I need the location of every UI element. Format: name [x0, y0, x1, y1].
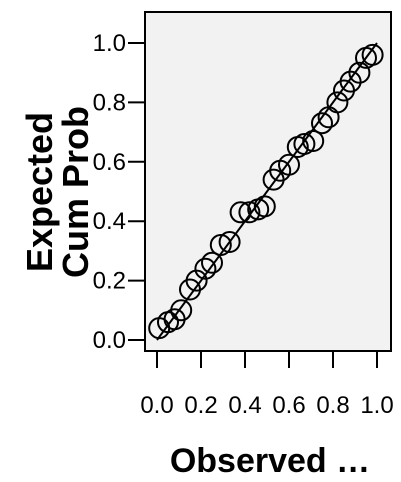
x-tick-label: 0.4 [228, 392, 261, 419]
data-point [278, 153, 300, 176]
data-point [201, 251, 223, 274]
y-axis: 0.0 0.2 0.4 0.6 0.8 1.0 [93, 30, 145, 354]
x-tick-label: 0.0 [140, 392, 173, 419]
data-point [339, 70, 362, 93]
y-tick-label: 1.0 [93, 30, 126, 57]
x-tick-label: 0.6 [272, 392, 305, 419]
y-tick-label: 0.6 [93, 149, 126, 176]
data-point [348, 61, 371, 84]
y-tick-label: 0.8 [93, 89, 126, 116]
y-tick-label: 0.0 [93, 327, 126, 354]
data-point [218, 230, 241, 253]
data-point [253, 195, 276, 218]
data-point [302, 130, 325, 153]
x-tick-label: 0.8 [316, 392, 349, 419]
y-tick-label: 0.4 [93, 208, 126, 235]
data-point [326, 91, 349, 114]
data-point [229, 201, 252, 224]
y-axis-title-line: Cum Prob [55, 106, 96, 278]
data-points [148, 43, 384, 340]
data-point [209, 233, 232, 256]
data-point [185, 269, 208, 292]
data-point [194, 257, 217, 280]
x-tick-label: 1.0 [360, 392, 393, 419]
x-axis: 0.0 0.2 0.4 0.6 0.8 1.0 [140, 351, 394, 419]
data-point [311, 112, 333, 135]
data-point [361, 43, 384, 66]
data-point [238, 201, 261, 224]
y-tick-label: 0.2 [93, 268, 126, 295]
data-point [170, 299, 193, 322]
data-point [293, 132, 316, 155]
x-axis-title: Observed … [170, 442, 370, 480]
x-tick-label: 0.2 [184, 392, 217, 419]
y-axis-title-line: Expected [19, 112, 60, 272]
